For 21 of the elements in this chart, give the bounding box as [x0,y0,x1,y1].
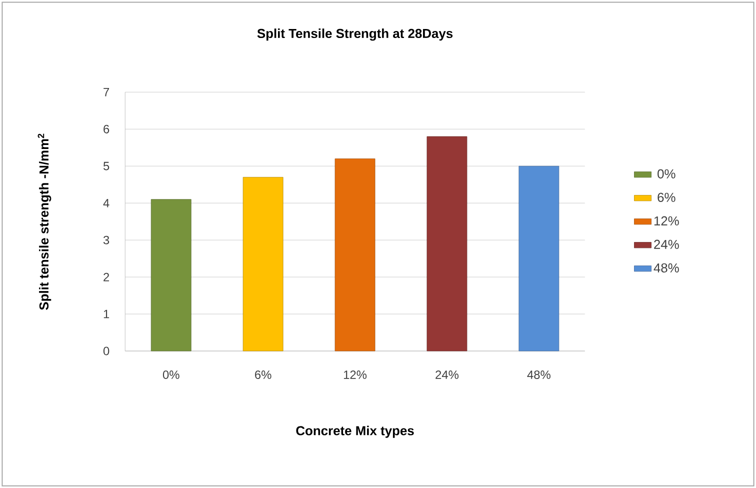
x-tick-label: 12% [344,370,367,379]
x-tick-label: 6% [255,370,272,379]
legend-label: 12% [654,216,679,226]
y-tick-label: 6 [104,124,110,134]
y-tick-label: 4 [103,198,110,208]
y-tick-label: 2 [104,272,110,282]
legend-label: 0% [658,169,676,178]
x-tick-label: 24% [436,370,458,379]
y-tick-label: 3 [103,236,110,244]
y-tick-label: 1 [104,310,110,318]
chart-title: Split Tensile Strength at 28Days [257,28,453,41]
y-tick-label: 5 [103,162,110,170]
x-tick-label: 48% [527,370,550,379]
y-axis-title: Split tensile strength -N/mm$^{2}$ [38,134,52,310]
legend-label: 24% [654,240,679,249]
x-tick-label: 0% [162,370,180,379]
y-tick-label: 7 [104,88,110,96]
legend-label: 6% [658,192,676,202]
legend-label: 48% [654,263,679,272]
x-axis-title: Concrete Mix types [296,426,414,438]
y-tick-label: 0 [103,346,110,356]
